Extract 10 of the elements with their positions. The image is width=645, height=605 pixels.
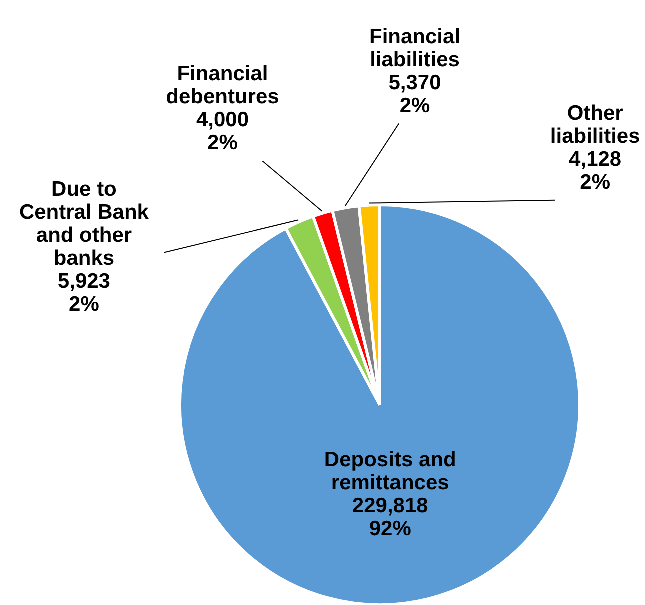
data-label: 5,923 2%	[58, 270, 110, 316]
slice-label: Deposits and remittances	[324, 448, 456, 494]
slice-label: Financial liabilities	[370, 25, 461, 72]
slice-label: Due to Central Bank and other banks	[19, 178, 150, 270]
data-label: 4,128 2%	[569, 148, 622, 194]
data-label: 229,818 92%	[352, 494, 429, 540]
data-label: 4,000 2%	[196, 108, 250, 155]
data-label: 5,370 2%	[388, 71, 442, 118]
slice-label: Other liabilities	[550, 102, 640, 148]
slice-label: Financial debentures	[166, 62, 280, 109]
